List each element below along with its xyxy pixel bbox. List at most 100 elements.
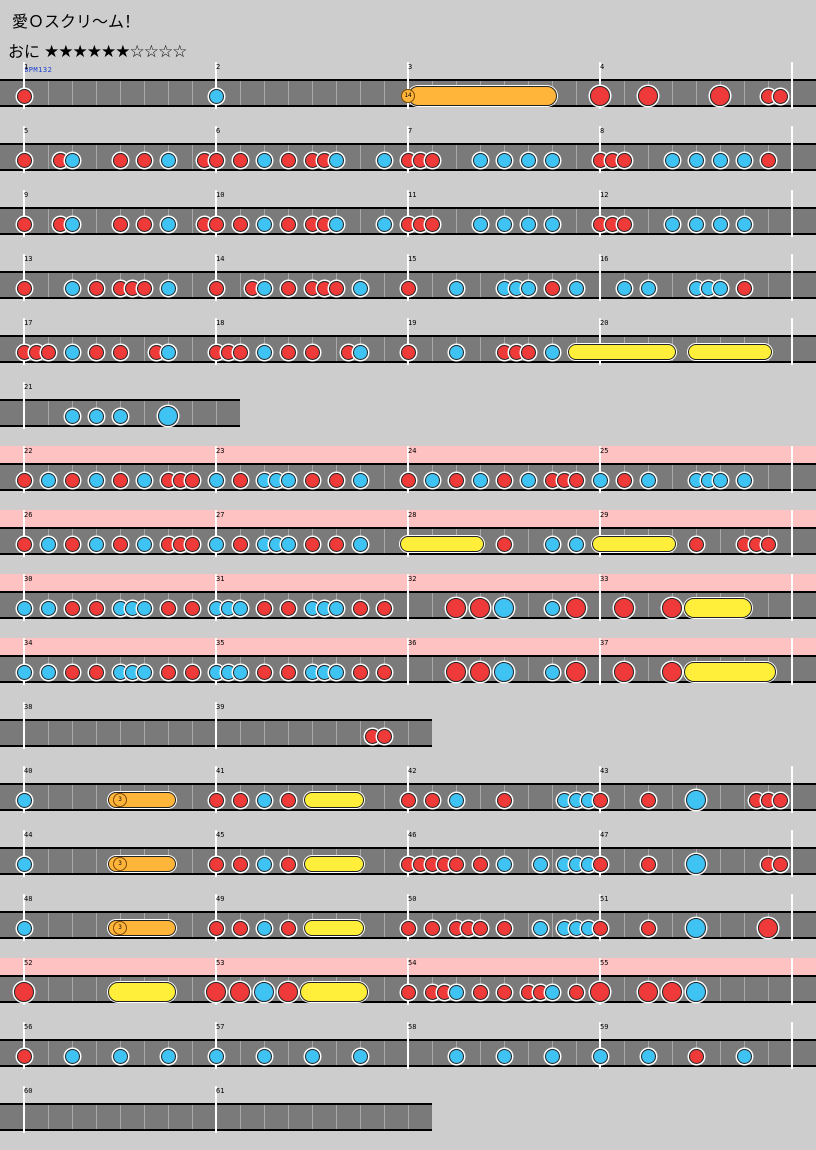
measure-number: 29 — [600, 511, 609, 519]
measure-number: 45 — [216, 831, 225, 839]
beat-line — [264, 1105, 265, 1129]
beat-line — [384, 81, 385, 105]
measure-bar — [599, 1022, 601, 1069]
ka-note — [40, 536, 56, 552]
measure-number: 48 — [24, 895, 33, 903]
beat-line — [672, 81, 673, 105]
beat-line — [672, 913, 673, 937]
beat-line — [336, 1041, 337, 1065]
measure-bar — [215, 126, 217, 173]
don-note — [424, 920, 440, 936]
don-note — [568, 984, 584, 1000]
beat-line — [96, 81, 97, 105]
song-title: 愛Ｏスクリ～ム！ — [12, 12, 141, 31]
beat-line — [48, 913, 49, 937]
measure-bar — [599, 766, 601, 813]
beat-line — [528, 785, 529, 809]
don-note — [280, 792, 296, 808]
don-note — [446, 662, 466, 682]
ka-note — [544, 664, 560, 680]
measure-bar — [791, 190, 793, 237]
ka-note — [712, 152, 728, 168]
measure-number: 46 — [408, 831, 417, 839]
ka-note — [88, 472, 104, 488]
measure-bar — [215, 830, 217, 877]
ka-note — [328, 600, 344, 616]
measure-bar — [599, 574, 601, 621]
ka-note — [424, 472, 440, 488]
beat-line — [384, 785, 385, 809]
ka-note — [352, 536, 368, 552]
don-note — [206, 982, 226, 1002]
don-note — [328, 536, 344, 552]
ka-note — [472, 472, 488, 488]
measure-number: 18 — [216, 319, 225, 327]
don-note — [64, 600, 80, 616]
measure-number: 44 — [24, 831, 33, 839]
score-row: 40 41 42 43 3 — [0, 766, 816, 830]
ka-note — [280, 536, 296, 552]
beat-line — [48, 785, 49, 809]
ka-note — [568, 280, 584, 296]
beat-line — [384, 849, 385, 873]
don-note — [400, 920, 416, 936]
beat-line — [216, 401, 217, 425]
don-note — [16, 1048, 32, 1064]
beat-line — [192, 145, 193, 169]
measure-bar — [215, 702, 217, 749]
beat-line — [624, 1041, 625, 1065]
ka-note — [208, 1048, 224, 1064]
measure-number: 53 — [216, 959, 225, 967]
measure-number: 41 — [216, 767, 225, 775]
measure-bar — [599, 62, 601, 109]
ka-note — [568, 536, 584, 552]
beat-line — [384, 913, 385, 937]
ka-note — [280, 472, 296, 488]
ka-note — [88, 408, 104, 424]
ka-note — [160, 152, 176, 168]
don-note — [496, 536, 512, 552]
balloon-count: 3 — [113, 921, 127, 935]
measure-bar — [215, 638, 217, 685]
ka-note — [448, 280, 464, 296]
beat-line — [168, 81, 169, 105]
ka-note — [686, 790, 706, 810]
beat-line — [384, 337, 385, 361]
ka-note — [64, 152, 80, 168]
measure-number: 47 — [600, 831, 609, 839]
don-note — [14, 982, 34, 1002]
measure-number: 30 — [24, 575, 33, 583]
measure-number: 40 — [24, 767, 33, 775]
beat-line — [672, 849, 673, 873]
ka-note — [352, 280, 368, 296]
measure-number: 60 — [24, 1087, 33, 1095]
beat-line — [240, 721, 241, 745]
measure-bar — [215, 446, 217, 493]
measure-number: 11 — [408, 191, 417, 199]
measure-number: 23 — [216, 447, 225, 455]
don-note — [496, 920, 512, 936]
measure-bar — [599, 446, 601, 493]
beat-line — [480, 273, 481, 297]
don-note — [64, 536, 80, 552]
measure-bar — [407, 190, 409, 237]
measure-bar — [215, 254, 217, 301]
ka-note — [136, 664, 152, 680]
ka-note — [520, 472, 536, 488]
beat-line — [192, 81, 193, 105]
ka-note — [328, 216, 344, 232]
beat-line — [720, 529, 721, 553]
beat-line — [192, 849, 193, 873]
measure-number: 37 — [600, 639, 609, 647]
don-note — [112, 536, 128, 552]
beat-line — [672, 785, 673, 809]
beat-line — [744, 849, 745, 873]
score-row: 22 23 24 25 — [0, 446, 816, 510]
measure-bar — [407, 318, 409, 365]
don-note — [184, 664, 200, 680]
don-note — [592, 920, 608, 936]
beat-line — [144, 721, 145, 745]
beat-line — [144, 1105, 145, 1129]
don-note — [304, 344, 320, 360]
don-note — [232, 152, 248, 168]
